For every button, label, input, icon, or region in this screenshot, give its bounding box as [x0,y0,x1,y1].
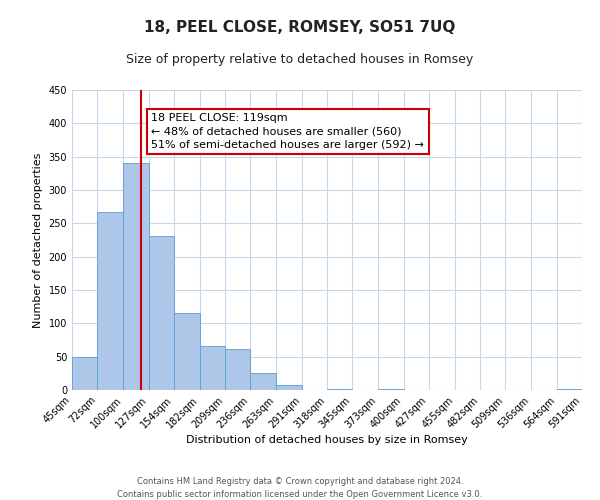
Bar [225,348,250,390]
Bar [557,388,582,390]
Bar [200,346,225,390]
Bar [275,386,302,390]
Bar [72,356,97,390]
Bar [124,164,149,390]
Text: 18, PEEL CLOSE, ROMSEY, SO51 7UQ: 18, PEEL CLOSE, ROMSEY, SO51 7UQ [145,20,455,35]
Bar [149,236,174,390]
Text: 18 PEEL CLOSE: 119sqm
← 48% of detached houses are smaller (560)
51% of semi-det: 18 PEEL CLOSE: 119sqm ← 48% of detached … [151,114,424,150]
Bar [250,374,275,390]
Y-axis label: Number of detached properties: Number of detached properties [33,152,43,328]
Text: Contains HM Land Registry data © Crown copyright and database right 2024.: Contains HM Land Registry data © Crown c… [137,478,463,486]
Text: Contains public sector information licensed under the Open Government Licence v3: Contains public sector information licen… [118,490,482,499]
X-axis label: Distribution of detached houses by size in Romsey: Distribution of detached houses by size … [186,436,468,446]
Bar [327,388,352,390]
Text: Size of property relative to detached houses in Romsey: Size of property relative to detached ho… [127,52,473,66]
Bar [174,314,200,390]
Bar [97,212,124,390]
